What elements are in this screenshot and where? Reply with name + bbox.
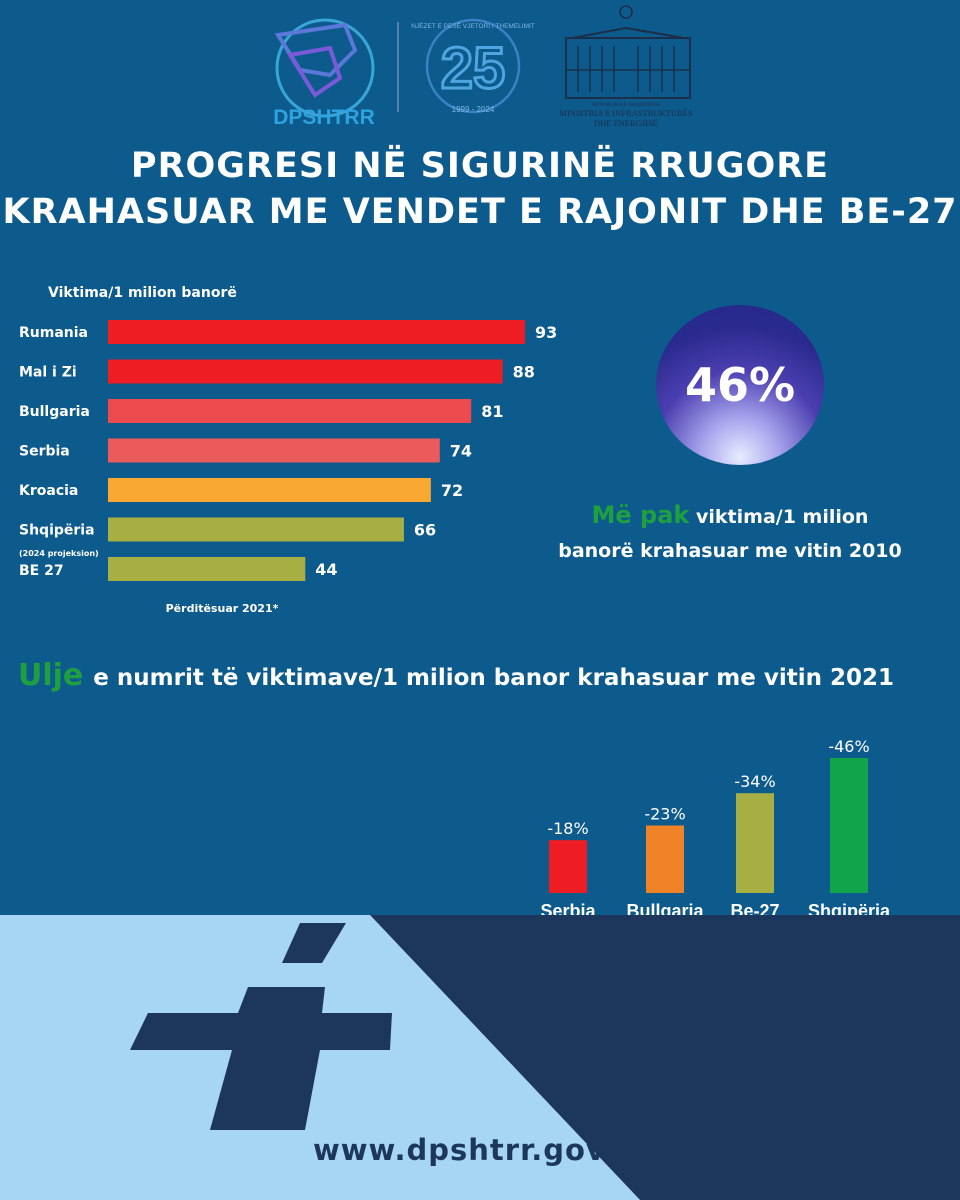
highlight-caption-line2: banorë krahasuar me vitin 2010 — [558, 540, 902, 562]
bar-5 — [108, 517, 404, 542]
bar-0 — [108, 320, 525, 344]
value-label: 44 — [315, 560, 337, 579]
value-label: 72 — [441, 481, 463, 500]
category-label: Serbia — [19, 444, 70, 460]
dpshtrr-logo: DPSHTRR — [273, 18, 375, 129]
value-label: 88 — [513, 363, 535, 382]
page-title-line1: PROGRESI NË SIGURINË RRUGORE — [130, 146, 830, 186]
bar-2 — [108, 399, 472, 423]
column-value-label: -18% — [547, 819, 588, 838]
road-illustration — [0, 915, 960, 1200]
footer-url: www.dpshtrr.gov.al — [312, 1133, 648, 1167]
decline-subtitle-rest: e numrit të viktimave/1 milion banor kra… — [93, 665, 894, 691]
anniversary-years: 1999 - 2024 — [452, 105, 495, 114]
column-0 — [549, 840, 587, 893]
chart1-title: Viktima/1 milion banorë — [48, 285, 237, 301]
column-value-label: -46% — [828, 737, 869, 756]
category-label: Bullgaria — [19, 404, 90, 420]
updated-note: Përditësuar 2021* — [166, 602, 279, 615]
page-title-line2: KRAHASUAR ME VENDET E RAJONIT DHE BE-27 — [2, 192, 958, 232]
column-1 — [646, 825, 684, 893]
category-label: Kroacia — [19, 483, 78, 499]
column-3 — [830, 758, 868, 893]
ministry-line3: DHE ENERGJISË — [594, 118, 658, 128]
category-label: Mal i Zi — [19, 365, 77, 381]
anniversary-ring-text: NJËZET E PESË VJETORI I THEMELIMIT — [411, 22, 535, 30]
header-logos: DPSHTRR 25 NJËZET E PESË VJETORI I THEME… — [273, 5, 693, 129]
column-2 — [736, 793, 774, 893]
decline-subtitle: Ulje e numrit të viktimave/1 milion banor… — [18, 658, 958, 693]
bar-1 — [108, 359, 503, 384]
anniversary-number: 25 — [441, 36, 506, 101]
highlight-caption-rest: viktima/1 milion — [696, 506, 869, 528]
value-label: 66 — [414, 521, 436, 540]
highlight-caption: Më pak viktima/1 milion banorë krahasuar… — [530, 498, 930, 568]
column-value-label: -23% — [644, 805, 685, 824]
value-label: 81 — [481, 402, 503, 421]
category-label: BE 27 — [19, 563, 64, 579]
bar-3 — [108, 438, 440, 463]
decline-subtitle-emph: Ulje — [18, 658, 84, 693]
highlight-value: 46% — [684, 358, 796, 412]
highlight-circle: 46% — [656, 305, 824, 465]
ministry-line1: REPUBLIKA E SHQIPËRISË — [592, 101, 660, 108]
dpshtrr-logo-text: DPSHTRR — [273, 106, 375, 129]
ministry-logo: REPUBLIKA E SHQIPËRISË MINISTRIA E INFRA… — [559, 5, 693, 128]
ministry-line2: MINISTRIA E INFRASTRUKTURËS — [559, 108, 692, 118]
bar-6 — [108, 557, 306, 581]
anniversary-logo: 25 NJËZET E PESË VJETORI I THEMELIMIT 19… — [411, 18, 535, 114]
highlight-caption-emph: Më pak — [591, 501, 690, 529]
bar-4 — [108, 478, 431, 502]
cross-shadow — [130, 923, 392, 1130]
category-label: Shqipëria — [19, 523, 95, 539]
category-label: Rumania — [19, 325, 88, 341]
value-label: 93 — [535, 323, 557, 342]
value-label: 74 — [450, 442, 472, 461]
projection-note: (2024 projeksion) — [19, 549, 99, 558]
column-value-label: -34% — [734, 772, 775, 791]
